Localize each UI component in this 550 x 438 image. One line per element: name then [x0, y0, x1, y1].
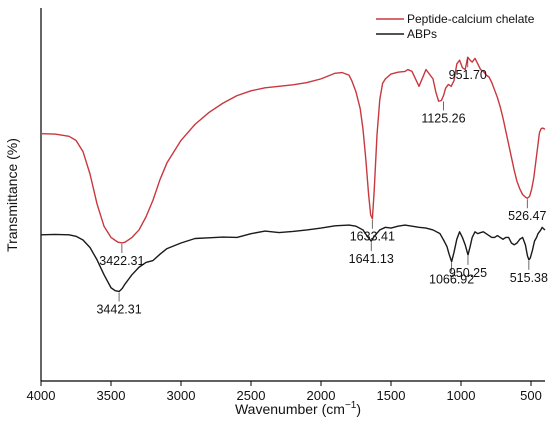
x-tick-label-3500: 3500	[97, 388, 126, 403]
x-axis-title: Wavenumber (cm−1)	[235, 400, 361, 417]
x-tick-label-2500: 2500	[237, 388, 266, 403]
x-axis-title-close: )	[356, 401, 361, 417]
x-tick-label-2000: 2000	[307, 388, 336, 403]
plot-frame	[40, 8, 545, 382]
peak-label-1-1: 1641.13	[349, 252, 394, 266]
x-tick-label-1500: 1500	[377, 388, 406, 403]
x-axis-title-superscript: −1	[345, 400, 357, 411]
x-tick-label-3000: 3000	[167, 388, 196, 403]
legend-label-abps: ABPs	[407, 27, 437, 41]
peak-label-1-0: 3442.31	[96, 302, 141, 316]
y-axis-title: Transmittance (%)	[4, 138, 20, 252]
peak-label-0-1: 1633.41	[350, 230, 395, 244]
x-axis-title-text: Wavenumber (cm	[235, 401, 345, 417]
series-layer	[40, 56, 546, 293]
peak-label-0-2: 1125.26	[421, 112, 465, 126]
x-tick-label-4000: 4000	[27, 388, 56, 403]
peak-label-1-4: 515.38	[510, 271, 548, 285]
peak-label-1-2: 1066.92	[429, 273, 474, 287]
peak-label-1-3: 950.25	[449, 266, 487, 280]
peak-label-0-0: 3422.31	[99, 254, 144, 268]
legend: Peptide-calcium chelate ABPs	[376, 12, 535, 41]
peak-label-0-3: 951.70	[449, 68, 487, 82]
peak-label-0-4: 526.47	[508, 209, 546, 223]
x-ticks: 4000 3500 3000 2500 2000 1500 1000 500	[27, 381, 542, 403]
legend-label-peptide: Peptide-calcium chelate	[407, 12, 535, 26]
x-tick-label-500: 500	[520, 388, 542, 403]
x-tick-label-1000: 1000	[447, 388, 476, 403]
series-line-1	[40, 224, 546, 293]
peak-annotations: 3422.31 1633.41 1125.26 951.70 526.47 3442.31…	[96, 58, 548, 316]
series-line-0	[40, 56, 546, 244]
